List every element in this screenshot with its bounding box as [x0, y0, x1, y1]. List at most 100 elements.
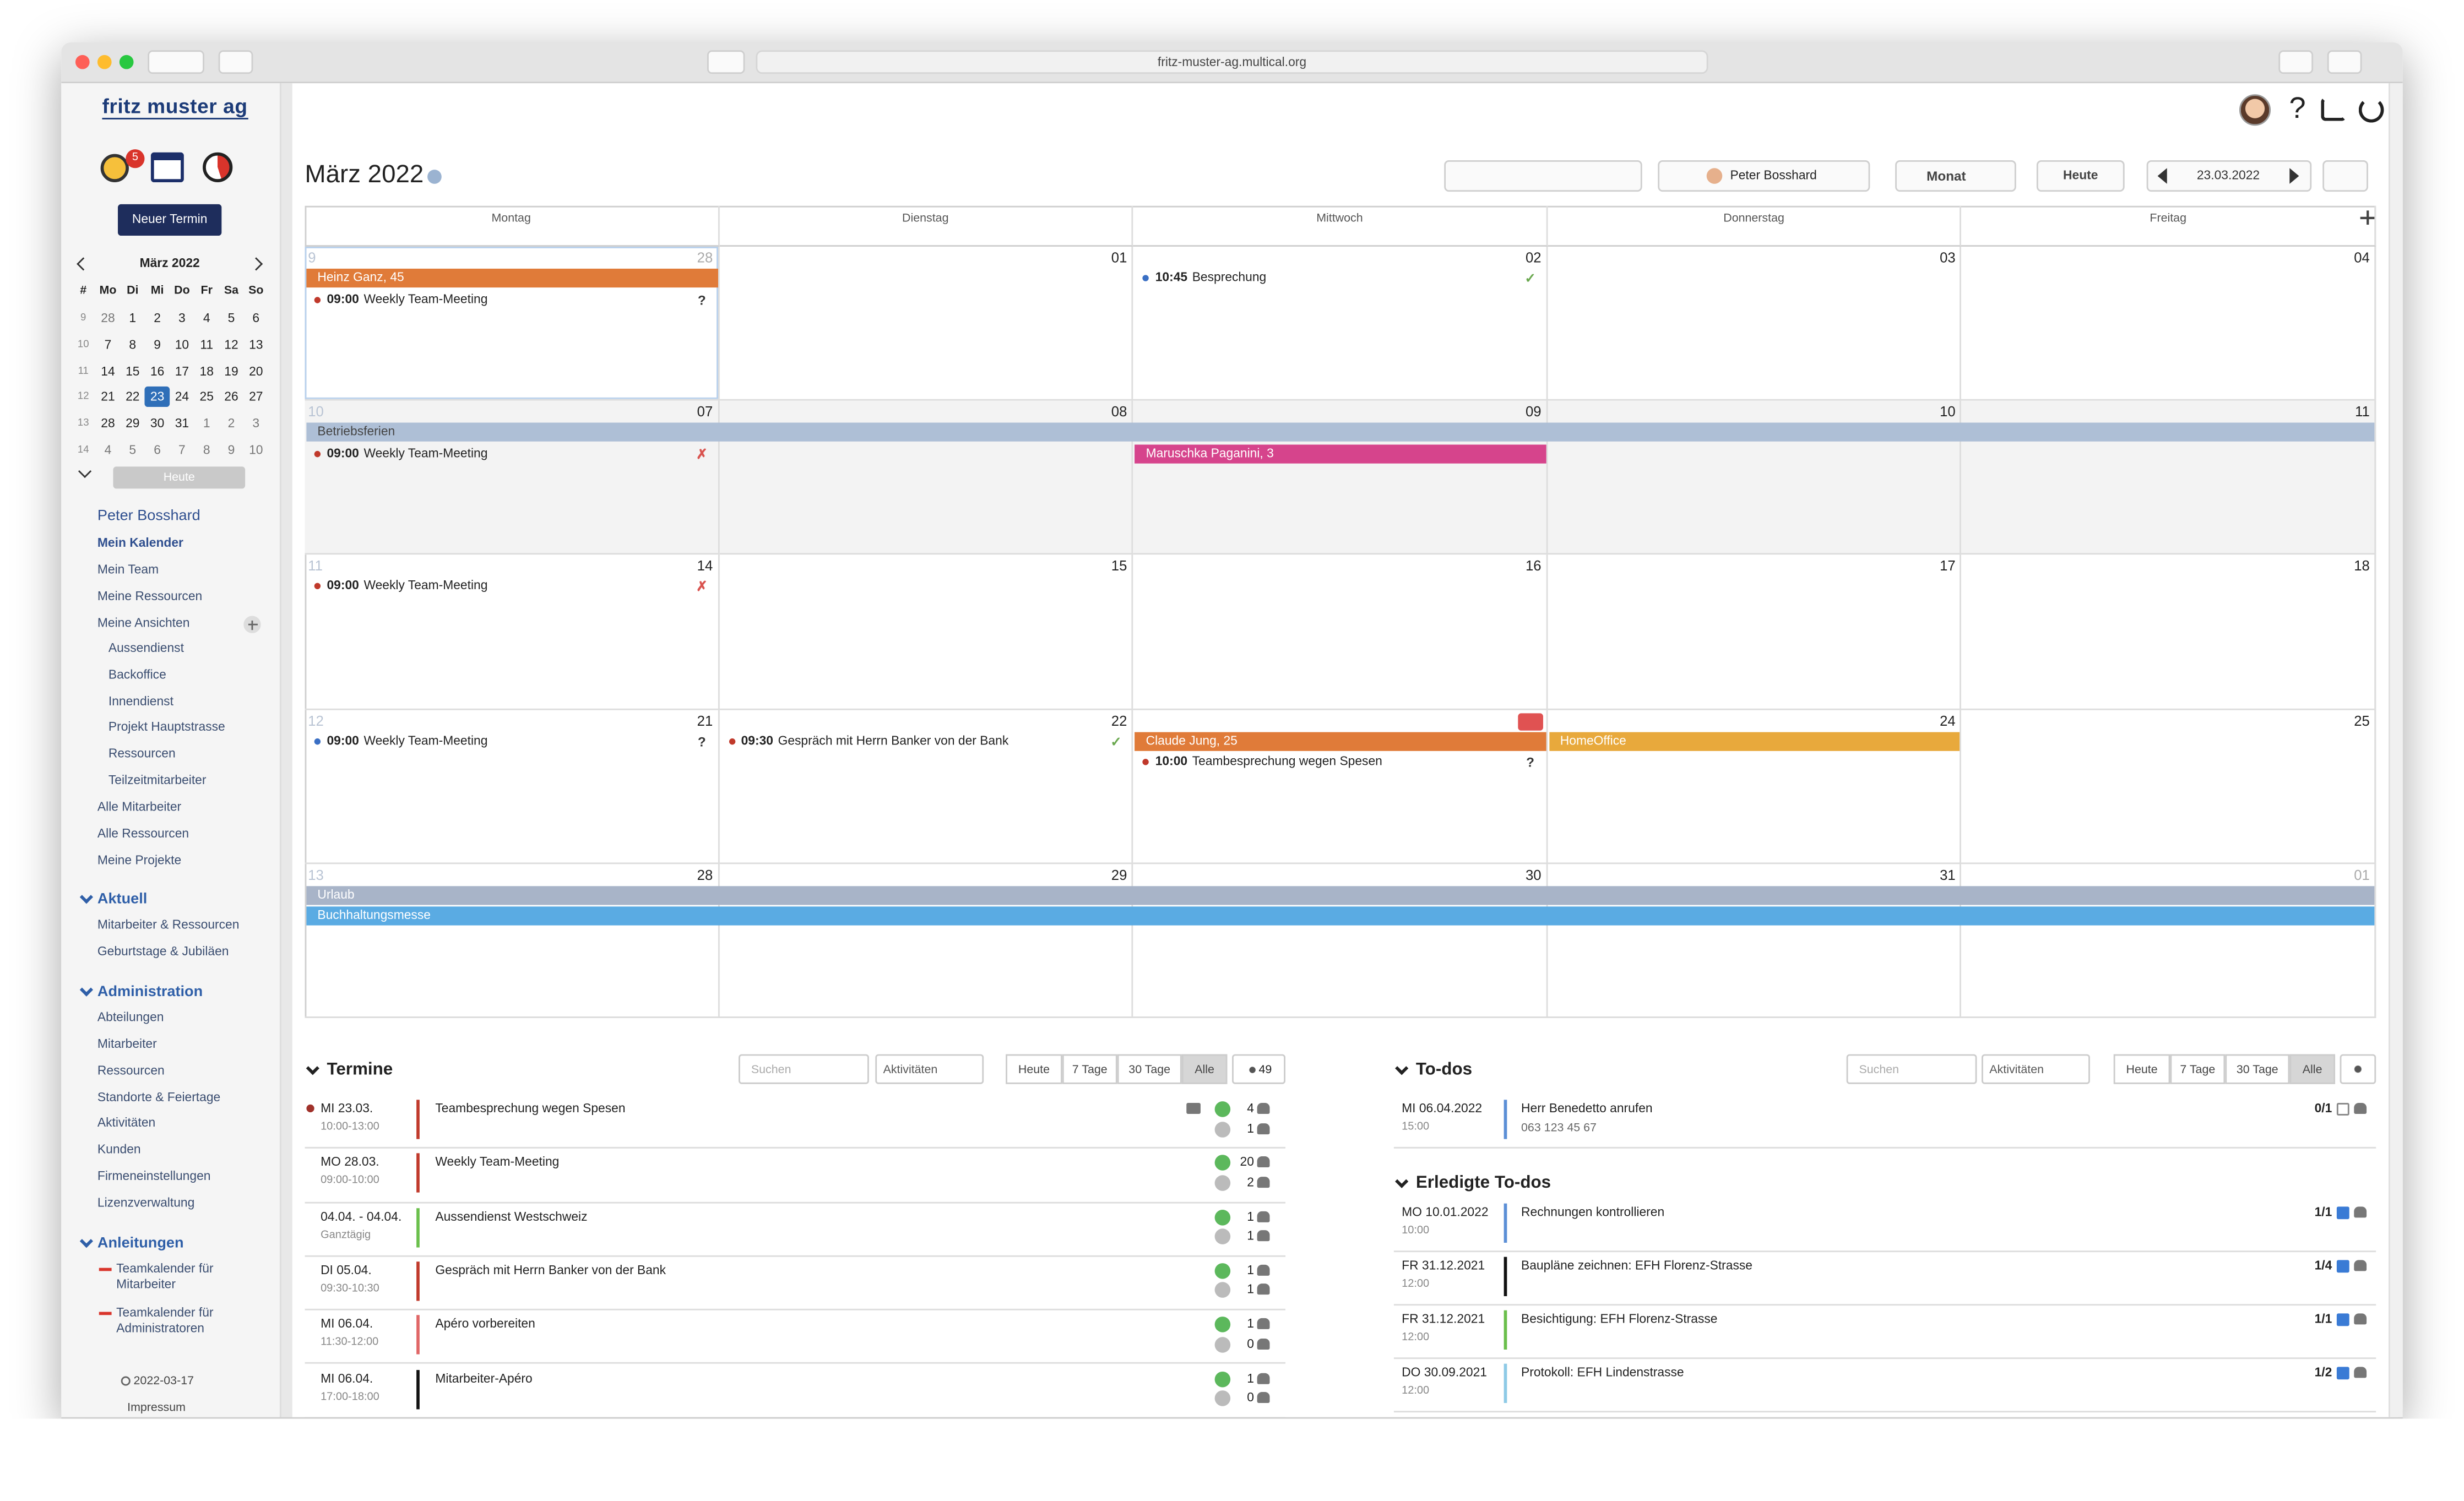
row[interactable] — [305, 1257, 1286, 1311]
export-icon[interactable] — [2321, 97, 2347, 121]
day-cell[interactable] — [305, 863, 719, 1018]
nav-item[interactable]: Lizenzverwaltung — [97, 1195, 195, 1210]
mini-cal-day[interactable]: 2 — [227, 416, 235, 431]
date-group[interactable] — [2146, 160, 2312, 192]
mini-cal-day[interactable]: 28 — [101, 416, 115, 431]
url-bar[interactable] — [756, 50, 1708, 74]
nav-item[interactable]: Standorte & Feiertage — [97, 1089, 221, 1104]
panel-title[interactable]: Termine — [327, 1060, 393, 1080]
time-icon[interactable] — [203, 152, 233, 182]
event-bar[interactable] — [1135, 444, 1546, 463]
search-button[interactable] — [2322, 160, 2368, 192]
row[interactable] — [305, 1203, 1286, 1257]
event-bar[interactable] — [306, 423, 2375, 442]
day-cell[interactable] — [1547, 246, 1962, 401]
event-item[interactable]: 09:00 Weekly Team-Meeting — [327, 445, 487, 461]
event-bar[interactable] — [306, 268, 718, 288]
mini-cal-day[interactable]: 28 — [101, 311, 115, 325]
nav-subitem[interactable]: Aussendienst — [108, 641, 184, 655]
day-cell[interactable] — [1962, 709, 2376, 864]
add-event[interactable] — [2360, 210, 2375, 225]
checkbox[interactable] — [2336, 1313, 2349, 1326]
range-button[interactable]: Alle — [1181, 1054, 1228, 1084]
row-title[interactable]: Teambesprechung wegen Spesen — [435, 1101, 626, 1116]
mini-cal-day[interactable]: 31 — [175, 416, 189, 431]
title-help[interactable] — [427, 170, 442, 184]
event-item[interactable]: 09:00 Weekly Team-Meeting — [327, 291, 487, 307]
row-title[interactable]: Rechnungen kontrollieren — [1521, 1205, 1665, 1220]
checkbox[interactable] — [2336, 1206, 2349, 1220]
mini-cal-day[interactable]: 24 — [175, 390, 189, 405]
nav-item[interactable]: Teamkalender für Mitarbeiter — [116, 1261, 214, 1292]
nav-buttons[interactable] — [148, 50, 204, 74]
filter-select[interactable]: Aktivitäten — [875, 1054, 984, 1084]
day-number[interactable]: 01 — [2354, 867, 2370, 883]
tabs-button[interactable] — [2327, 50, 2362, 74]
row[interactable] — [305, 1095, 1286, 1149]
row-title[interactable]: Gespräch mit Herrn Banker von der Bank — [435, 1263, 666, 1277]
nav-item[interactable]: Mitarbeiter & Ressourcen — [97, 917, 240, 932]
mini-cal-day[interactable]: 3 — [178, 311, 186, 325]
search-input[interactable]: Suchen — [1846, 1054, 1977, 1084]
mini-cal-day[interactable]: 6 — [154, 443, 161, 458]
nav-subitem[interactable]: Innendienst — [108, 694, 173, 708]
range-button[interactable]: Heute — [2113, 1054, 2170, 1084]
row[interactable] — [1393, 1199, 2376, 1253]
day-number[interactable]: 23 — [1517, 713, 1543, 730]
mini-cal-day[interactable]: 22 — [126, 390, 140, 405]
help-icon[interactable]: ? — [2289, 93, 2306, 126]
day-number[interactable]: 11 — [2355, 404, 2370, 420]
day-number[interactable]: 03 — [1940, 249, 1956, 266]
nav-item[interactable]: Meine Ressourcen — [97, 589, 203, 603]
mini-cal-day[interactable]: 19 — [224, 363, 238, 378]
day-cell[interactable] — [1133, 863, 1548, 1018]
day-number[interactable]: 04 — [2354, 249, 2370, 266]
mini-cal-day[interactable]: 18 — [199, 363, 214, 378]
nav-item[interactable]: Meine Ansichten — [97, 615, 190, 630]
mini-cal-day[interactable]: 10 — [175, 337, 189, 352]
day-number[interactable]: 10 — [1940, 404, 1956, 420]
row-title[interactable]: Protokoll: EFH Lindenstrasse — [1521, 1365, 1684, 1380]
status-filter[interactable] — [2340, 1054, 2376, 1084]
day-number[interactable]: 16 — [1525, 558, 1542, 574]
day-number[interactable]: 15 — [1111, 558, 1127, 574]
mini-cal-day[interactable]: 23 — [144, 387, 170, 408]
day-cell[interactable] — [1547, 709, 1962, 864]
avatar[interactable] — [2239, 94, 2271, 126]
nav-item[interactable]: Mein Kalender — [97, 535, 183, 550]
nav-item[interactable]: Geburtstage & Jubiläen — [97, 944, 229, 959]
day-cell[interactable] — [305, 709, 719, 864]
range-button[interactable]: 30 Tage — [1117, 1054, 1182, 1084]
window-button[interactable] — [119, 55, 134, 69]
row[interactable] — [1393, 1095, 2376, 1149]
day-number[interactable]: 09 — [1525, 404, 1542, 420]
day-number[interactable]: 17 — [1940, 558, 1956, 574]
user-select-text[interactable]: Peter Bosshard — [1730, 168, 1817, 182]
nav-subitem[interactable]: Ressourcen — [108, 746, 176, 761]
day-cell[interactable] — [305, 555, 719, 710]
add-view-button[interactable] — [243, 616, 261, 633]
day-cell[interactable] — [1962, 555, 2376, 710]
mini-cal-day[interactable]: 13 — [249, 337, 263, 352]
section-title[interactable]: Aktuell — [97, 890, 148, 909]
date-text[interactable]: 23.03.2022 — [2196, 168, 2260, 182]
filter-select[interactable]: Aktivitäten — [1982, 1054, 2090, 1084]
day-cell[interactable] — [1962, 246, 2376, 401]
row[interactable] — [305, 1310, 1286, 1365]
logout-icon[interactable] — [2358, 97, 2384, 123]
mini-cal-day[interactable]: 30 — [150, 416, 165, 431]
nav-item[interactable]: Ressourcen — [97, 1063, 165, 1078]
panel-title[interactable]: To-dos — [1415, 1060, 1473, 1080]
mini-cal-day[interactable]: 14 — [101, 363, 115, 378]
share-button[interactable] — [2278, 50, 2314, 74]
nav-subitem[interactable]: Projekt Hauptstrasse — [108, 720, 225, 735]
checkbox[interactable] — [2336, 1103, 2349, 1116]
row-title[interactable]: Baupläne zeichnen: EFH Florenz-Strasse — [1521, 1258, 1752, 1273]
sidebar-toggle[interactable] — [218, 50, 253, 74]
day-cell[interactable] — [1547, 863, 1962, 1018]
event-bar[interactable] — [1549, 731, 1961, 751]
row[interactable] — [1393, 1359, 2376, 1413]
day-number[interactable]: 01 — [1111, 249, 1127, 266]
mini-cal-day[interactable]: 12 — [224, 337, 238, 352]
mini-cal-day[interactable]: 3 — [252, 416, 260, 431]
